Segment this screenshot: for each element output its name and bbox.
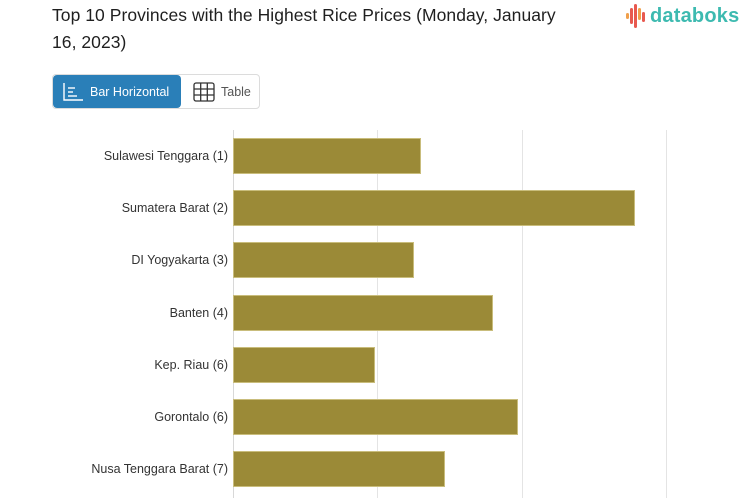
bar-chart: Sulawesi Tenggara (1) Sumatera Barat (2) D… xyxy=(0,128,753,498)
bar-row: Sumatera Barat (2) xyxy=(0,190,753,227)
category-label: Banten (4) xyxy=(169,305,228,320)
databoks-logo[interactable]: databoks xyxy=(626,3,739,29)
bar[interactable] xyxy=(233,346,375,383)
logo-text: databoks xyxy=(650,4,740,27)
bar-row: DI Yogyakarta (3) xyxy=(0,242,753,279)
chart-title: Top 10 Provinces with the Highest Rice P… xyxy=(52,5,556,52)
bar-chart-icon xyxy=(63,82,83,101)
bar-wave-icon xyxy=(626,4,648,28)
bar[interactable] xyxy=(233,294,494,331)
category-label: Sumatera Barat (2) xyxy=(121,201,228,216)
bar-horizontal-button[interactable]: Bar Horizontal xyxy=(53,75,181,108)
category-label: DI Yogyakarta (3) xyxy=(131,253,228,268)
bar[interactable] xyxy=(233,242,414,279)
bar[interactable] xyxy=(233,138,421,174)
bar[interactable] xyxy=(233,399,518,435)
bar-row: Kep. Riau (6) xyxy=(0,346,753,383)
bar-row: Sulawesi Tenggara (1) xyxy=(0,138,753,174)
table-grid-icon xyxy=(193,81,215,102)
category-label: Gorontalo (6) xyxy=(154,410,228,424)
gridline xyxy=(522,130,523,498)
category-label: Sulawesi Tenggara (1) xyxy=(103,149,228,163)
bar-horizontal-label: Bar Horizontal xyxy=(90,84,170,99)
bar-row: Banten (4) xyxy=(0,294,753,331)
category-label: Kep. Riau (6) xyxy=(154,357,228,372)
bar-row: Gorontalo (6) xyxy=(0,399,753,435)
bar[interactable] xyxy=(233,451,446,488)
category-label: Nusa Tenggara Barat (7) xyxy=(91,462,228,477)
table-label: Table xyxy=(221,84,251,99)
table-button[interactable]: Table xyxy=(181,75,251,108)
gridline xyxy=(666,130,667,498)
bar-row: Nusa Tenggara Barat (7) xyxy=(0,451,753,488)
bar[interactable] xyxy=(233,190,635,227)
view-toggle: Bar Horizontal Table xyxy=(52,74,260,109)
